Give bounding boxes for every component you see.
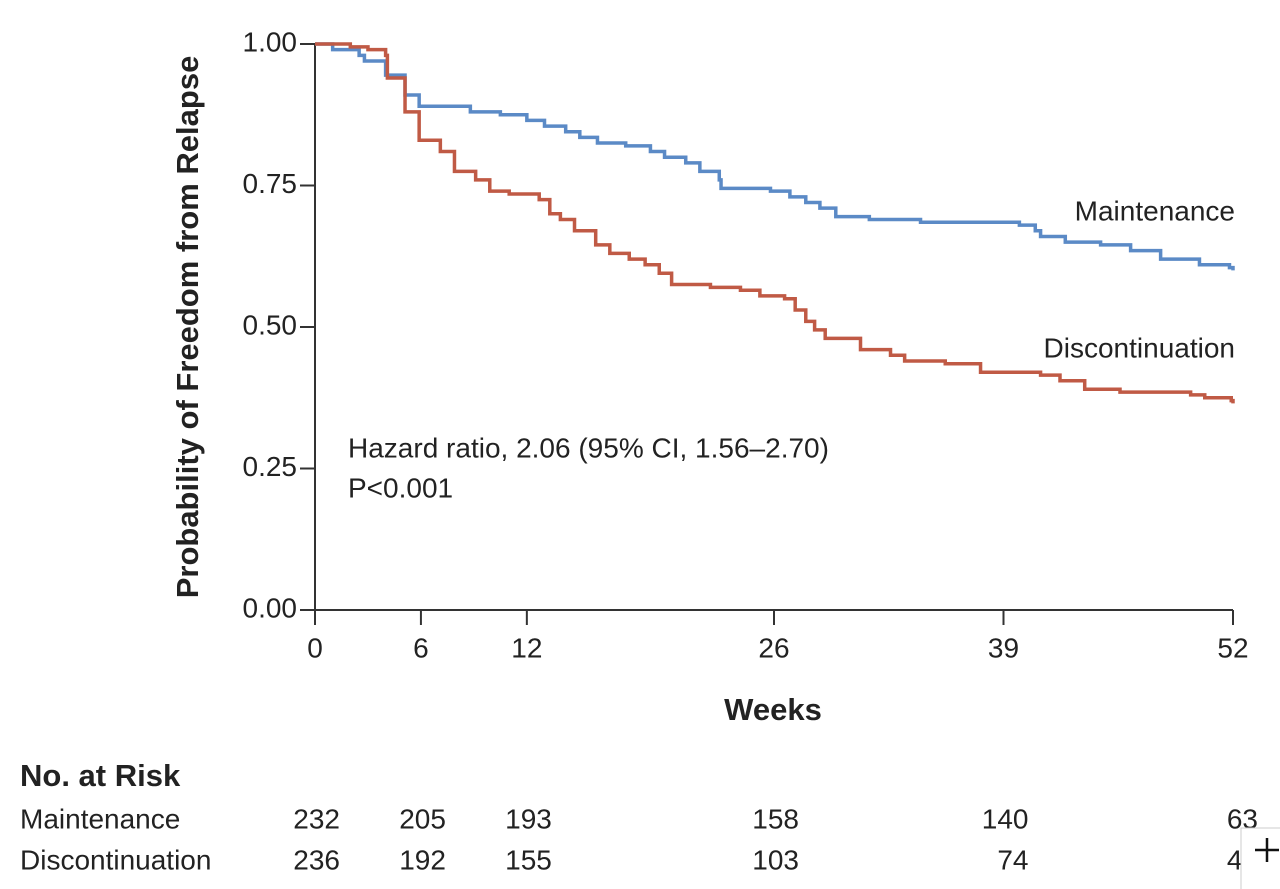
x-axis-label: Weeks <box>724 692 822 727</box>
risk-count: 103 <box>752 844 799 875</box>
x-tick-label: 0 <box>307 632 323 663</box>
y-tick-label: 1.00 <box>243 26 298 57</box>
risk-count: 158 <box>752 803 799 834</box>
x-tick-label: 12 <box>511 632 542 663</box>
risk-count: 193 <box>505 803 552 834</box>
x-tick-label: 52 <box>1217 632 1248 663</box>
risk-count: 192 <box>399 844 446 875</box>
x-tick-label: 39 <box>988 632 1019 663</box>
y-tick-label: 0.50 <box>243 309 298 340</box>
series-label: Discontinuation <box>1044 332 1235 363</box>
risk-row-label: Maintenance <box>20 803 180 834</box>
survival-curve <box>315 42 1235 271</box>
risk-count: 140 <box>982 803 1029 834</box>
overlay-box <box>1240 827 1280 889</box>
risk-count: 232 <box>293 803 340 834</box>
risk-count: 74 <box>997 844 1028 875</box>
y-axis-label: Probability of Freedom from Relapse <box>170 56 205 599</box>
risk-count: 236 <box>293 844 340 875</box>
series-label: Maintenance <box>1075 195 1235 226</box>
x-tick-label: 6 <box>413 632 429 663</box>
y-tick-label: 0.00 <box>243 592 298 623</box>
risk-title: No. at Risk <box>20 758 181 793</box>
risk-row-label: Discontinuation <box>20 844 211 875</box>
risk-count: 205 <box>399 803 446 834</box>
y-tick-label: 0.75 <box>243 168 298 199</box>
x-tick-label: 26 <box>758 632 789 663</box>
y-tick-label: 0.25 <box>243 451 298 482</box>
annotation: P<0.001 <box>348 472 453 503</box>
risk-count: 155 <box>505 844 552 875</box>
survival-curve <box>315 42 1235 404</box>
plus-icon <box>1255 838 1279 862</box>
annotation: Hazard ratio, 2.06 (95% CI, 1.56–2.70) <box>348 432 829 463</box>
